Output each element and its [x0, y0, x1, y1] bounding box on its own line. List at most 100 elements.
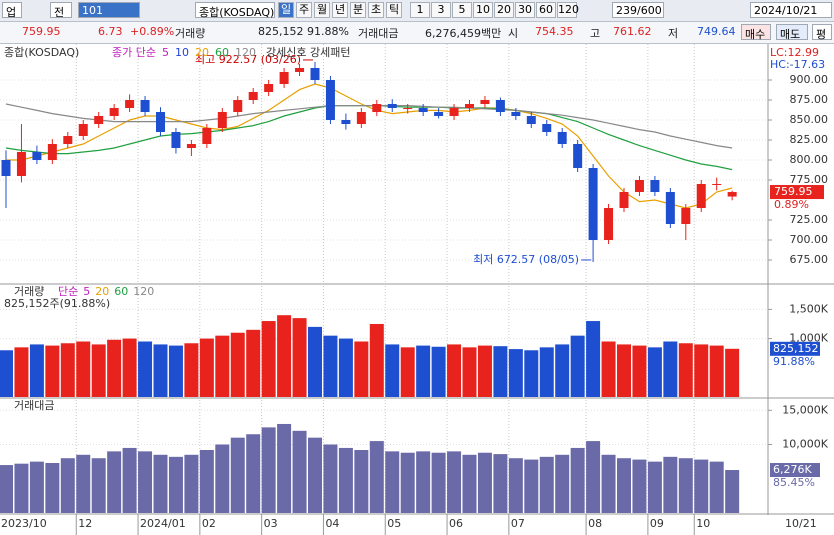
rate: +0.89% [130, 25, 175, 38]
candle-body [140, 100, 150, 112]
period-button[interactable]: 분 [350, 2, 366, 18]
bar [261, 321, 276, 397]
interval-button[interactable]: 120 [557, 2, 579, 18]
toolbar: 업 전 101 종합(KOSDAQ) 일 주 월 년 분 초 틱 1 3 5 10 20 30 60 120… [0, 0, 834, 22]
label: 저 [668, 27, 679, 40]
bar [694, 459, 709, 513]
interval-button[interactable]: 10 [473, 2, 493, 18]
bar [107, 339, 122, 397]
code-input[interactable]: 101 [78, 2, 140, 18]
volume-rate: 91.88% [307, 25, 349, 38]
bar [308, 437, 322, 513]
interval-button[interactable]: 5 [452, 2, 472, 18]
candle-body [449, 108, 459, 116]
bar [617, 458, 631, 513]
bar [153, 344, 168, 397]
interval-button[interactable]: 60 [536, 2, 556, 18]
period-button[interactable]: 월 [314, 2, 330, 18]
bar [385, 344, 400, 397]
x-tick-label: 03 [264, 517, 278, 530]
bar [709, 345, 724, 397]
bar [199, 449, 214, 513]
amount: 6,276,459백만 [425, 27, 502, 40]
interval-button[interactable]: 1 [410, 2, 430, 18]
x-tick-label: 06 [449, 517, 463, 530]
period-button[interactable]: 틱 [386, 2, 402, 18]
bar [369, 323, 384, 397]
interval-button[interactable]: 30 [515, 2, 535, 18]
x-tick-label: 05 [387, 517, 401, 530]
bar [323, 335, 338, 397]
high-annotation: 최고 922.57 (03/26) [195, 53, 301, 66]
period-button[interactable]: 주 [296, 2, 312, 18]
x-tick-label: 02 [202, 517, 216, 530]
bar [601, 341, 616, 397]
candle-body [78, 124, 88, 136]
y-tick-label: 1,000K [789, 332, 828, 345]
x-tick-label: 2024/01 [140, 517, 186, 530]
value-tag [770, 463, 820, 478]
candle-body [63, 136, 73, 144]
candle-body [573, 144, 583, 168]
x-tick-label: 10 [696, 517, 710, 530]
candle-body [634, 180, 644, 192]
bar [230, 332, 245, 397]
bar [91, 458, 106, 513]
rate-label: 85.45% [773, 476, 815, 489]
panel-title: 거래대금 [14, 399, 54, 412]
panel-subtitle: 825,152주(91.88%) [4, 297, 110, 310]
candle-body [310, 68, 320, 80]
bar [524, 350, 539, 397]
label: 거래량 [175, 27, 206, 40]
bar [338, 338, 353, 397]
bar [199, 338, 214, 397]
value-tag [770, 341, 820, 356]
bar [601, 454, 616, 513]
bar [416, 345, 431, 397]
period-button[interactable]: 일 [278, 2, 294, 18]
candle-body [387, 104, 397, 108]
candle-body [32, 152, 42, 160]
legend-entry: 60 [215, 46, 229, 59]
candle-body [248, 92, 258, 100]
bar [678, 343, 693, 397]
bar [385, 451, 400, 513]
bar [168, 345, 183, 397]
period-button[interactable]: 년 [332, 2, 348, 18]
candle-body [696, 184, 706, 208]
candle-body [186, 144, 196, 148]
candle-body [47, 144, 57, 160]
interval-button[interactable]: 3 [431, 2, 451, 18]
period-button[interactable]: 초 [368, 2, 384, 18]
candle-body [295, 68, 305, 72]
x-tick-label: 09 [650, 517, 664, 530]
button[interactable]: 전 [50, 2, 72, 19]
buy-button[interactable]: 매수 [741, 24, 771, 41]
button[interactable]: 평 [812, 24, 832, 41]
change: 6.73 [98, 25, 123, 38]
bar [431, 452, 446, 513]
moving-average [5, 103, 733, 149]
date[interactable]: 2024/10/21 [750, 2, 832, 18]
bar [524, 459, 539, 513]
panel-title: 종합(KOSDAQ) [4, 46, 79, 59]
legend-entry: 단순 [58, 285, 78, 298]
bar [447, 451, 462, 513]
x-end-label: 10/21 [785, 517, 817, 530]
interval-button[interactable]: 20 [494, 2, 514, 18]
candle-body [650, 180, 660, 192]
button[interactable]: 업 [2, 2, 22, 19]
value-tag-label: 825,152 [773, 342, 819, 355]
y-tick-label: 800.00 [790, 153, 829, 166]
bar [725, 348, 740, 397]
bar [122, 447, 137, 513]
bar [447, 344, 462, 397]
bar [431, 346, 446, 397]
y-tick-label: 725.00 [790, 213, 829, 226]
rate-label: 91.88% [773, 355, 815, 368]
sell-button[interactable]: 매도 [776, 24, 808, 41]
bar [76, 454, 91, 513]
value-tag-label: 6,276K [773, 463, 812, 476]
legend-entry: 5 [83, 285, 90, 298]
